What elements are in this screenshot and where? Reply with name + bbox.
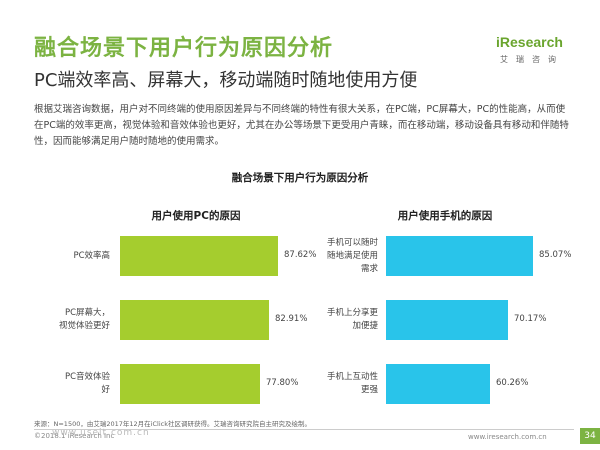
- pc-bar: [120, 300, 269, 340]
- iresearch-logo: iResearch 艾瑞咨询: [496, 34, 576, 70]
- category-line: 视觉体验更好: [58, 321, 110, 331]
- pc-bar: [120, 236, 278, 276]
- mobile-bar: [386, 364, 490, 404]
- pc-bar: [120, 364, 260, 404]
- copyright: ©2018.1 iResearch Inc: [34, 432, 115, 440]
- watermark: www.useit.com.cn: [52, 428, 150, 438]
- mobile-category-label: 手机可以随时 随地满足使用需求: [308, 237, 378, 276]
- page-title: 融合场景下用户行为原因分析: [34, 36, 334, 61]
- pc-category-label: PC屏幕大， 视觉体验更好: [40, 307, 110, 333]
- intro-paragraph: 根据艾瑞咨询数据，用户对不同终端的使用原因差异与不同终端的特性有很大关系，在PC…: [34, 104, 569, 147]
- logo-text: iResearch: [496, 34, 563, 50]
- page-subtitle: PC端效率高、屏幕大，移动端随时随地使用方便: [34, 70, 418, 91]
- mobile-value-label: 70.17%: [514, 314, 547, 324]
- pc-panel-title: 用户使用PC的原因: [151, 210, 241, 222]
- category-line: 好: [101, 385, 110, 395]
- category-line: PC效率高: [73, 250, 110, 261]
- mobile-category-label: 手机上互动性更强: [308, 371, 378, 397]
- category-line: 加便捷: [352, 321, 378, 331]
- category-line: 手机上分享更: [326, 308, 378, 318]
- category-line: 手机上互动性: [326, 372, 378, 382]
- category-line: 需求: [360, 263, 378, 274]
- category-line: PC音效体验: [64, 372, 110, 382]
- category-line: 随地满足使用: [326, 250, 378, 261]
- pc-value-label: 87.62%: [284, 250, 317, 260]
- mobile-category-label: 手机上分享更加便捷: [308, 307, 378, 333]
- category-line: 更强: [360, 385, 378, 395]
- category-line: 手机可以随时: [326, 237, 378, 248]
- pc-category-label: PC音效体验好: [40, 371, 110, 397]
- source-note: 来源：N=1500，由艾瑞2017年12月在iClick社区调研获得。艾瑞咨询研…: [34, 420, 311, 428]
- pc-value-label: 82.91%: [275, 314, 308, 324]
- mobile-bar: [386, 236, 533, 276]
- mobile-value-label: 85.07%: [539, 250, 572, 260]
- mobile-value-label: 60.26%: [496, 378, 529, 388]
- logo-subtext: 艾瑞咨询: [500, 55, 564, 64]
- chart-title: 融合场景下用户行为原因分析: [231, 172, 369, 184]
- pc-category-label: PC效率高: [40, 250, 110, 263]
- footer-divider: [34, 429, 574, 430]
- website-link[interactable]: www.iresearch.com.cn: [468, 433, 547, 441]
- mobile-panel-title: 用户使用手机的原因: [397, 210, 493, 222]
- category-line: PC屏幕大，: [64, 308, 110, 318]
- pc-value-label: 77.80%: [266, 378, 299, 388]
- mobile-bar: [386, 300, 508, 340]
- page-number: 34: [580, 428, 600, 444]
